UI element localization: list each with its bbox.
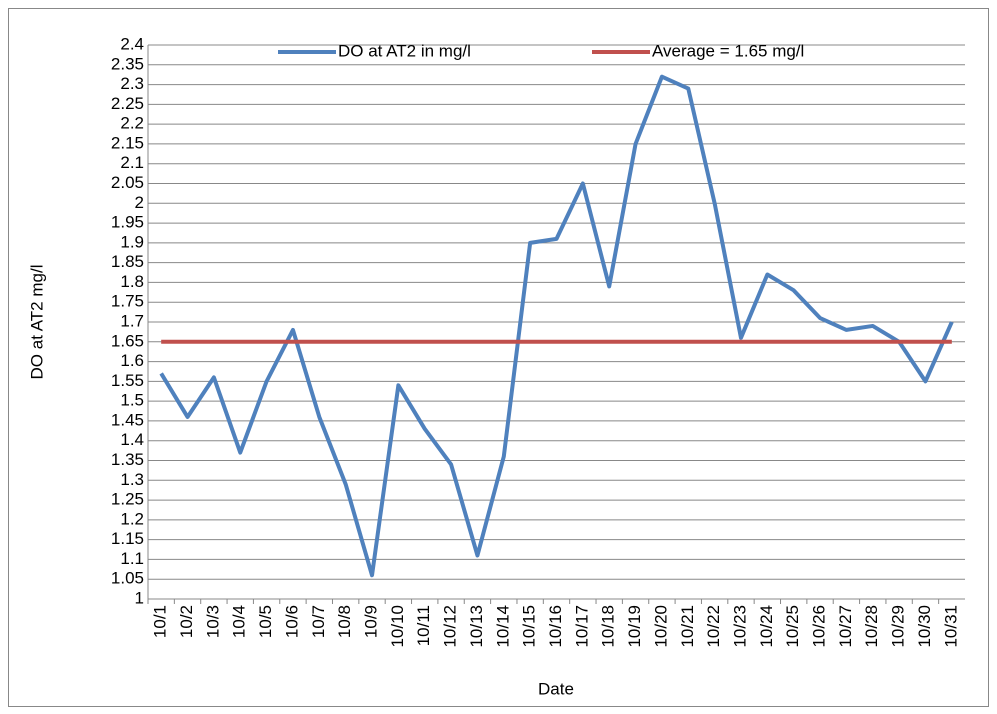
y-tick-label: 2.3: [120, 74, 144, 93]
y-tick-label: 1.95: [111, 213, 144, 232]
x-tick-label: 10/24: [757, 605, 776, 648]
legend-label: Average = 1.65 mg/l: [652, 41, 804, 60]
x-tick-label: 10/2: [177, 605, 196, 638]
y-tick-label: 1: [135, 588, 144, 607]
x-tick-label: 10/28: [862, 605, 881, 648]
y-tick-label: 1.9: [120, 232, 144, 251]
y-tick-label: 1.3: [120, 470, 144, 489]
x-tick-label: 10/29: [889, 605, 908, 648]
x-tick-label: 10/17: [572, 605, 591, 648]
y-tick-label: 1.65: [111, 331, 144, 350]
x-tick-label: 10/31: [941, 605, 960, 648]
legend-label: DO at AT2 in mg/l: [338, 41, 471, 60]
x-axis-title: Date: [538, 679, 574, 698]
y-tick-label: 2.4: [120, 34, 144, 53]
y-tick-label: 1.85: [111, 252, 144, 271]
x-tick-label: 10/1: [151, 605, 170, 638]
x-tick-label: 10/23: [730, 605, 749, 648]
x-tick-label: 10/25: [783, 605, 802, 648]
x-tick-label: 10/26: [810, 605, 829, 648]
y-tick-label: 2.25: [111, 94, 144, 113]
x-tick-label: 10/5: [256, 605, 275, 638]
x-tick-label: 10/20: [651, 605, 670, 648]
y-tick-label: 1.4: [120, 430, 144, 449]
y-tick-label: 1.75: [111, 292, 144, 311]
x-tick-label: 10/3: [203, 605, 222, 638]
y-tick-label: 1.25: [111, 490, 144, 509]
y-tick-label: 2.05: [111, 173, 144, 192]
x-tick-label: 10/13: [467, 605, 486, 648]
y-tick-label: 1.35: [111, 450, 144, 469]
x-tick-label: 10/21: [678, 605, 697, 648]
y-tick-label: 1.1: [120, 549, 144, 568]
series-line: [159, 74, 954, 578]
x-tick-label: 10/4: [230, 605, 249, 638]
y-tick-label: 2.35: [111, 54, 144, 73]
x-tick-label: 10/22: [704, 605, 723, 648]
y-tick-label: 2.2: [120, 114, 144, 133]
x-tick-label: 10/14: [493, 605, 512, 648]
x-tick-label: 10/7: [309, 605, 328, 638]
x-tick-label: 10/16: [546, 605, 565, 648]
x-tick-label: 10/9: [362, 605, 381, 638]
x-tick-label: 10/27: [836, 605, 855, 648]
x-tick-label: 10/8: [335, 605, 354, 638]
x-tick-label: 10/11: [414, 605, 433, 646]
y-tick-label: 1.2: [120, 509, 144, 528]
y-tick-label: 1.5: [120, 391, 144, 410]
x-tick-label: 10/30: [915, 605, 934, 648]
x-tick-label: 10/12: [441, 605, 460, 648]
x-tick-label: 10/15: [520, 605, 539, 648]
y-tick-label: 1.15: [111, 529, 144, 548]
x-tick-label: 10/19: [625, 605, 644, 648]
y-tick-label: 2.1: [120, 153, 144, 172]
y-tick-label: 1.8: [120, 272, 144, 291]
y-tick-label: 1.55: [111, 371, 144, 390]
x-tick-label: 10/18: [599, 605, 618, 648]
y-tick-label: 2.15: [111, 133, 144, 152]
x-tick-label: 10/10: [388, 605, 407, 648]
y-tick-label: 2: [135, 193, 144, 212]
y-tick-label: 1.45: [111, 410, 144, 429]
y-tick-label: 1.05: [111, 569, 144, 588]
chart-border: [8, 8, 989, 707]
y-tick-label: 1.6: [120, 351, 144, 370]
y-tick-label: 1.7: [120, 311, 144, 330]
y-axis-title: DO at AT2 mg/l: [27, 265, 46, 380]
x-tick-label: 10/6: [282, 605, 301, 638]
